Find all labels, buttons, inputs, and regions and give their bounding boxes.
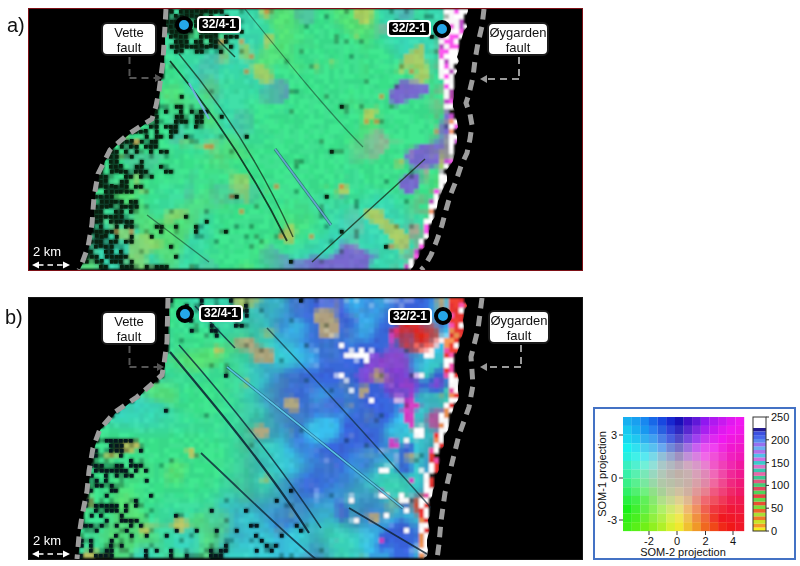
svg-text:4: 4 [730,535,736,547]
svg-text:50: 50 [771,502,783,514]
svg-text:3: 3 [611,429,617,441]
svg-text:-3: -3 [607,514,617,526]
svg-text:150: 150 [771,457,789,469]
svg-text:0: 0 [771,525,777,537]
svg-text:200: 200 [771,434,789,446]
svg-text:SOM-1 projection: SOM-1 projection [596,431,608,517]
svg-text:SOM-2 projection: SOM-2 projection [640,546,726,558]
svg-text:250: 250 [771,411,789,423]
svg-text:100: 100 [771,479,789,491]
svg-text:0: 0 [611,472,617,484]
